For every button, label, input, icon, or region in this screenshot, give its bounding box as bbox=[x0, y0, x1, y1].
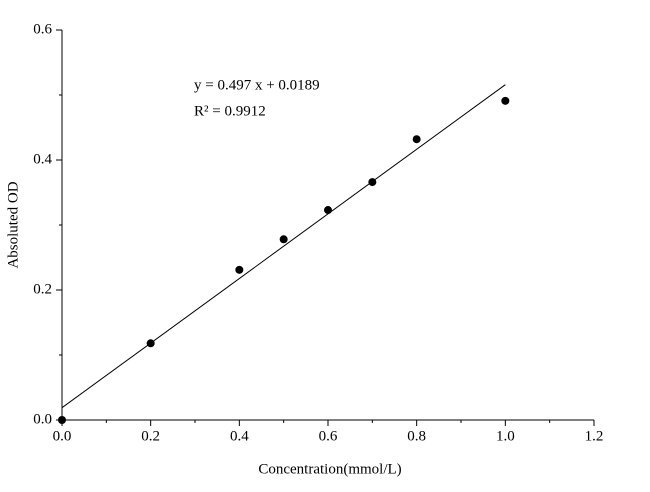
y-tick-label: 0.2 bbox=[33, 281, 52, 297]
y-tick-label: 0.0 bbox=[33, 411, 52, 427]
x-axis-label: Concentration(mmol/L) bbox=[258, 461, 401, 477]
y-axis-label: Absoluted OD bbox=[5, 181, 21, 268]
x-tick-label: 1.0 bbox=[496, 428, 515, 444]
data-point bbox=[368, 178, 377, 187]
data-point bbox=[235, 265, 244, 274]
x-tick-label: 0.2 bbox=[141, 428, 160, 444]
x-tick-label: 0.0 bbox=[53, 428, 72, 444]
data-point bbox=[412, 135, 421, 144]
fit-equation: y = 0.497 x + 0.0189 bbox=[194, 77, 320, 93]
x-tick-label: 1.2 bbox=[585, 428, 604, 444]
data-point bbox=[501, 96, 510, 105]
r-squared: R² = 0.9912 bbox=[194, 103, 266, 119]
data-point bbox=[146, 339, 155, 348]
fit-line bbox=[61, 84, 506, 409]
y-tick-label: 0.4 bbox=[33, 151, 52, 167]
y-tick-label: 0.6 bbox=[33, 21, 52, 37]
data-point bbox=[58, 416, 66, 424]
x-tick-label: 0.8 bbox=[407, 428, 426, 444]
data-point bbox=[279, 235, 288, 244]
x-tick-label: 0.6 bbox=[319, 428, 338, 444]
x-tick-label: 0.4 bbox=[230, 428, 249, 444]
data-point bbox=[324, 206, 332, 215]
